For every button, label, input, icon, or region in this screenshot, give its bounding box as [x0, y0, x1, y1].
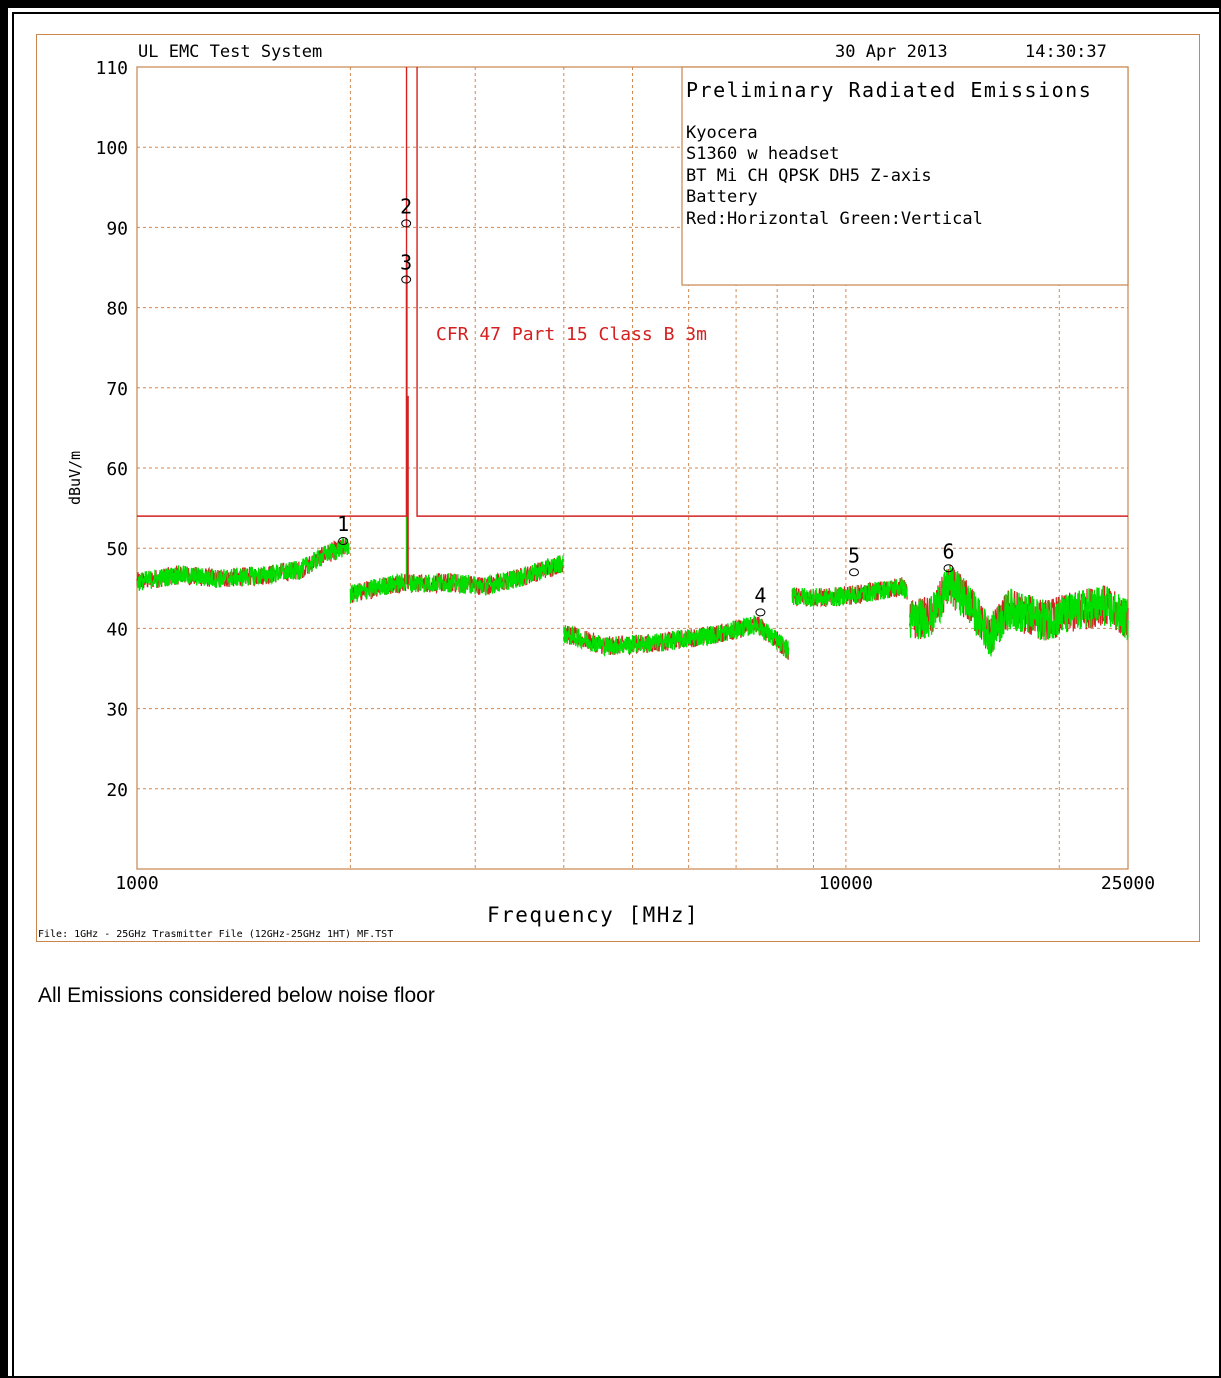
trace-vertical	[136, 537, 350, 591]
info-box	[681, 66, 1129, 286]
trace-vertical	[406, 555, 564, 596]
x-tick-labels: 1000 10000 25000	[115, 873, 1155, 894]
marker-symbol	[755, 608, 766, 617]
info-line: S1360 w headset	[686, 144, 840, 164]
marker-symbol	[849, 568, 860, 577]
page-frame-inner	[12, 12, 1219, 1376]
x-tick-label: 25000	[1101, 873, 1155, 894]
y-tick-label: 70	[106, 379, 128, 400]
info-line: Red:Horizontal Green:Vertical	[686, 209, 983, 229]
y-tick-label: 40	[106, 619, 128, 640]
marker-symbol	[338, 536, 349, 545]
file-label: File: 1GHz - 25GHz Trasmitter File (12GH…	[38, 929, 393, 940]
marker-symbol	[943, 564, 954, 573]
marker-label: 5	[848, 543, 860, 567]
y-axis-label: dBuV/m	[66, 451, 84, 505]
header-time: 14:30:37	[1025, 42, 1107, 62]
plot-border	[36, 34, 1200, 942]
trace-vertical	[563, 614, 790, 660]
note-text: All Emissions considered below noise flo…	[38, 984, 435, 1007]
x-tick-label: 1000	[115, 873, 158, 894]
x-tick-label: 10000	[819, 873, 873, 894]
marker-label: 6	[942, 539, 954, 563]
y-tick-label: 20	[106, 780, 128, 801]
traces	[136, 255, 1129, 660]
y-tick-labels: 110 100 90 80 70 60 50 40 30 20	[95, 58, 128, 801]
plot-area	[136, 66, 1129, 870]
limit-line	[137, 67, 1128, 517]
trace-vertical	[908, 566, 1129, 657]
trace-vertical	[349, 572, 407, 603]
limit-line-group	[137, 67, 1128, 517]
y-tick-label: 50	[106, 539, 128, 560]
marker-symbol	[401, 275, 412, 284]
limit-label: CFR 47 Part 15 Class B 3m	[436, 324, 707, 345]
y-tick-label: 90	[106, 218, 128, 239]
info-line: Battery	[686, 187, 758, 207]
markers: 1 2 3 4 5 6	[337, 194, 955, 617]
trace-vertical	[791, 577, 908, 607]
x-axis-label: Frequency [MHz]	[487, 903, 699, 927]
info-line: Kyocera	[686, 123, 758, 143]
y-tick-label: 30	[106, 700, 128, 721]
y-tick-label: 100	[95, 138, 128, 159]
info-title: Preliminary Radiated Emissions	[686, 78, 1092, 102]
y-tick-label: 80	[106, 299, 128, 320]
header-system: UL EMC Test System	[138, 42, 322, 62]
emissions-chart: UL EMC Test System 30 Apr 2013 14:30:37 …	[38, 42, 1155, 940]
y-tick-label: 60	[106, 459, 128, 480]
y-tick-label: 110	[95, 58, 128, 79]
info-line: BT Mi CH QPSK DH5 Z-axis	[686, 166, 932, 186]
marker-label: 1	[337, 512, 349, 536]
marker-symbol	[401, 219, 412, 228]
marker-label: 2	[400, 194, 412, 218]
header-date: 30 Apr 2013	[835, 42, 948, 62]
marker-label: 4	[754, 583, 766, 607]
marker-label: 3	[400, 251, 412, 275]
